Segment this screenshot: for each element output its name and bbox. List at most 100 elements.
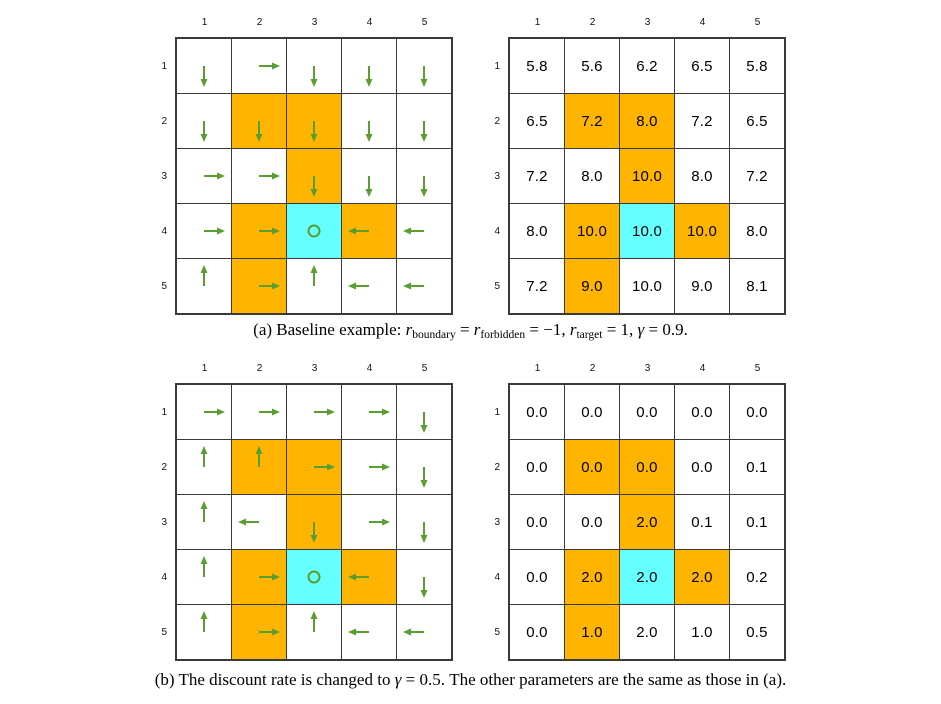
grid-cell-r1-c3: 6.2 [620, 39, 674, 93]
arrow-down-icon [365, 121, 373, 142]
row-label: 1 [161, 61, 167, 72]
caption-b-end: = 0.5. The other parameters are the same… [401, 670, 787, 689]
grid-cell-r3-c4 [342, 149, 396, 203]
arrow-right-icon [369, 463, 390, 471]
grid-cell-r5-c3 [287, 605, 341, 659]
grid-cell-r5-c2: 9.0 [565, 259, 619, 313]
arrow-right-icon [259, 282, 280, 290]
state-value: 0.0 [636, 403, 658, 421]
state-value: 0.0 [746, 403, 768, 421]
math-var-r2: r [473, 320, 481, 339]
state-value: 1.0 [691, 623, 713, 641]
state-value: 5.8 [746, 57, 768, 75]
state-value: 2.0 [636, 623, 658, 641]
row-label: 2 [161, 116, 167, 127]
row-label: 4 [161, 226, 167, 237]
column-label: 1 [201, 17, 208, 28]
grid-cell-r4-c5: 0.2 [730, 550, 784, 604]
grid-cell-r3-c3 [287, 495, 341, 549]
grid-cell-r3-c3: 2.0 [620, 495, 674, 549]
grid-cell-r5-c1: 0.0 [510, 605, 564, 659]
state-value: 2.0 [581, 568, 603, 586]
grid-cells [175, 37, 453, 315]
grid-cell-r1-c2: 5.6 [565, 39, 619, 93]
arrow-up-icon [310, 611, 318, 632]
row-label: 1 [494, 407, 500, 418]
row-label: 2 [494, 462, 500, 473]
target-circle-icon [307, 224, 321, 238]
arrow-right-icon [204, 227, 225, 235]
caption-a-eq2: = −1, [525, 320, 570, 339]
state-value: 7.2 [526, 167, 548, 185]
column-label: 4 [366, 17, 373, 28]
grid-cell-r3-c1: 7.2 [510, 149, 564, 203]
arrow-left-icon [348, 227, 369, 235]
row-label: 3 [161, 517, 167, 528]
grid-cell-r3-c1: 0.0 [510, 495, 564, 549]
state-value: 0.0 [526, 403, 548, 421]
state-value: 9.0 [581, 277, 603, 295]
grid-cell-r1-c5 [397, 39, 451, 93]
grid-cell-r2-c3: 0.0 [620, 440, 674, 494]
arrow-left-icon [348, 628, 369, 636]
grid-cell-r3-c5: 0.1 [730, 495, 784, 549]
caption-a-eq1: = [455, 320, 474, 339]
math-var-r3: r [569, 320, 577, 339]
state-value: 0.2 [746, 568, 768, 586]
state-value: 1.0 [581, 623, 603, 641]
grid-cell-r4-c2: 10.0 [565, 204, 619, 258]
grid-cell-r2-c2: 0.0 [565, 440, 619, 494]
state-value: 10.0 [577, 222, 607, 240]
column-labels: 1 2 3 4 5 [175, 11, 453, 37]
math-sub-target: target [576, 329, 603, 341]
arrow-down-icon [420, 66, 428, 87]
column-label: 2 [589, 17, 596, 28]
arrow-up-icon [200, 611, 208, 632]
grid-cell-r3-c2 [232, 495, 286, 549]
state-value: 0.0 [581, 403, 603, 421]
grid-cell-r4-c3 [287, 550, 341, 604]
grid-cell-r4-c1: 8.0 [510, 204, 564, 258]
grid-cell-r2-c2 [232, 94, 286, 148]
grid-cell-r3-c3 [287, 149, 341, 203]
state-value: 2.0 [636, 513, 658, 531]
grid-cell-r5-c4: 9.0 [675, 259, 729, 313]
grid-cell-r3-c5 [397, 149, 451, 203]
state-value: 0.0 [526, 568, 548, 586]
grid-cell-r4-c4 [342, 550, 396, 604]
row-label: 2 [161, 462, 167, 473]
grid-cell-r5-c3: 10.0 [620, 259, 674, 313]
grid-cell-r5-c2 [232, 259, 286, 313]
state-value: 7.2 [691, 112, 713, 130]
state-value: 2.0 [636, 568, 658, 586]
row-label: 4 [494, 226, 500, 237]
arrow-down-icon [420, 467, 428, 488]
grid-cell-r2-c5: 0.1 [730, 440, 784, 494]
grid-cell-r5-c3 [287, 259, 341, 313]
grid-cell-r5-c1 [177, 605, 231, 659]
grid-cell-r5-c5 [397, 605, 451, 659]
grid-cell-r4-c3: 10.0 [620, 204, 674, 258]
arrow-right-icon [259, 628, 280, 636]
caption-b: (b) The discount rate is changed to γ = … [0, 670, 941, 690]
arrow-down-icon [420, 121, 428, 142]
state-value: 6.5 [746, 112, 768, 130]
grid-cell-r3-c5: 7.2 [730, 149, 784, 203]
state-value: 0.0 [581, 458, 603, 476]
state-value: 8.0 [581, 167, 603, 185]
arrow-down-icon [420, 577, 428, 598]
row-label: 3 [494, 517, 500, 528]
arrow-right-icon [259, 408, 280, 416]
state-value: 10.0 [632, 277, 662, 295]
grid-cell-r1-c2 [232, 39, 286, 93]
row-label: 3 [494, 171, 500, 182]
row-labels: 1 2 3 4 5 [149, 383, 175, 661]
arrow-right-icon [369, 518, 390, 526]
grid-cell-r4-c4 [342, 204, 396, 258]
grid-cell-r1-c4: 6.5 [675, 39, 729, 93]
state-value: 10.0 [632, 167, 662, 185]
grid-cell-r1-c3: 0.0 [620, 385, 674, 439]
column-label: 1 [201, 363, 208, 374]
state-value: 5.6 [581, 57, 603, 75]
row-label: 1 [494, 61, 500, 72]
